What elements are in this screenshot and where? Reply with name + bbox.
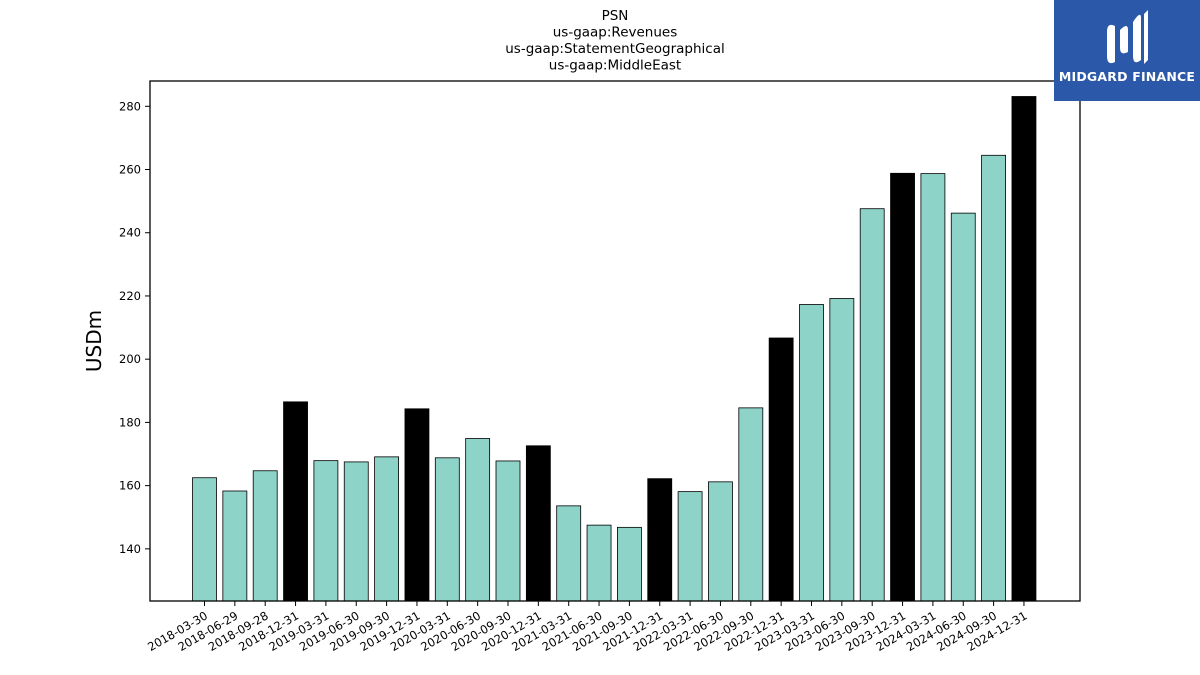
bar-2019-09-30 bbox=[374, 456, 400, 602]
bar-2023-06-30 bbox=[829, 298, 855, 602]
chart-title-line: us-gaap:MiddleEast bbox=[549, 58, 681, 74]
bar-2022-06-30 bbox=[708, 481, 733, 602]
bar-2022-12-31 bbox=[768, 337, 794, 602]
logo: MIDGARD FINANCE bbox=[1054, 0, 1200, 101]
bar-2024-06-30 bbox=[950, 212, 976, 602]
bar-2018-09-28 bbox=[252, 470, 278, 602]
bar-2020-03-31 bbox=[434, 457, 460, 602]
bar-2024-12-31 bbox=[1011, 96, 1037, 602]
bar-2018-03-30 bbox=[192, 477, 217, 602]
bar-2021-09-30 bbox=[617, 526, 642, 602]
y-tick-label: 200 bbox=[119, 352, 141, 366]
bar-2021-06-30 bbox=[586, 524, 612, 602]
chart-title-line: us-gaap:StatementGeographical bbox=[505, 41, 724, 57]
bar-2019-12-31 bbox=[404, 408, 430, 602]
y-tick-label: 180 bbox=[119, 415, 141, 429]
y-tick-label: 280 bbox=[119, 99, 141, 113]
bars-group bbox=[192, 96, 1037, 602]
chart-title: PSN us-gaap:Revenues us-gaap:StatementGe… bbox=[505, 8, 724, 74]
bar-2020-09-30 bbox=[495, 460, 521, 602]
plot-frame bbox=[149, 80, 1081, 602]
bar-2023-09-30 bbox=[859, 208, 885, 602]
bar-2020-06-30 bbox=[465, 438, 491, 602]
bar-2023-03-31 bbox=[799, 304, 824, 602]
midgard-finance-logo-icon bbox=[1107, 10, 1148, 64]
bar-2020-12-31 bbox=[525, 445, 551, 602]
bar-2018-12-31 bbox=[283, 401, 308, 602]
bar-2024-09-30 bbox=[981, 154, 1006, 602]
y-tick-label: 140 bbox=[119, 542, 141, 556]
y-tick-label: 160 bbox=[119, 479, 141, 493]
y-axis-ticks: 140 160 180 200 220 240 260 280 bbox=[119, 99, 150, 556]
chart-title-line: us-gaap:Revenues bbox=[553, 25, 678, 41]
bar-2024-03-31 bbox=[920, 173, 946, 602]
logo-text: MIDGARD FINANCE bbox=[1058, 69, 1196, 84]
bar-2022-09-30 bbox=[738, 407, 764, 602]
bar-2021-03-31 bbox=[556, 505, 582, 602]
bar-2021-12-31 bbox=[647, 478, 673, 602]
bar-2018-06-29 bbox=[222, 490, 248, 602]
x-axis-ticks: 2018-03-302018-06-292018-09-282018-12-31… bbox=[145, 601, 1029, 654]
chart-title-line: PSN bbox=[602, 8, 629, 24]
y-axis-label: USDm bbox=[82, 310, 106, 372]
bar-2019-06-30 bbox=[343, 461, 369, 602]
y-tick-label: 220 bbox=[119, 289, 141, 303]
bar-2019-03-31 bbox=[313, 460, 339, 602]
y-tick-label: 240 bbox=[119, 226, 141, 240]
bar-2022-03-31 bbox=[677, 491, 703, 602]
y-tick-label: 260 bbox=[119, 163, 141, 177]
bar-2023-12-31 bbox=[890, 172, 915, 602]
